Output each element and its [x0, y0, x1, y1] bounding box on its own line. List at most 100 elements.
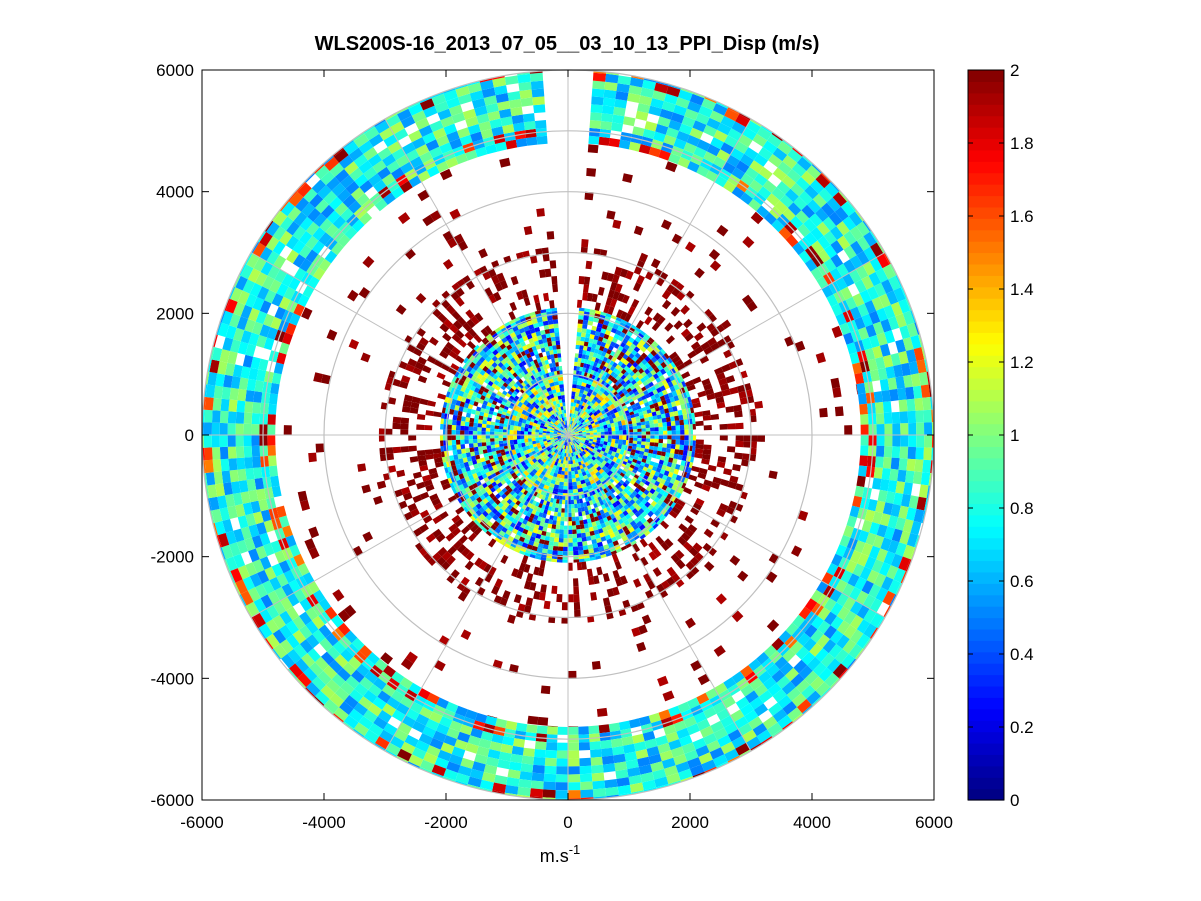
velocity-cell [451, 514, 461, 524]
velocity-cell [593, 453, 598, 459]
velocity-cell [497, 523, 504, 531]
velocity-cell [531, 364, 537, 370]
velocity-cell [604, 343, 610, 349]
velocity-cell [581, 536, 587, 542]
velocity-cell [575, 435, 579, 437]
velocity-cell [506, 359, 513, 366]
velocity-cell [363, 166, 378, 180]
velocity-cell [684, 108, 699, 121]
velocity-cell [657, 463, 663, 469]
velocity-cell [891, 446, 901, 459]
velocity-cell [649, 404, 655, 409]
velocity-cell [491, 733, 504, 744]
velocity-cell [545, 350, 551, 356]
velocity-cell [530, 418, 535, 423]
velocity-cell [396, 154, 410, 168]
velocity-cell [627, 405, 633, 411]
velocity-cell [488, 498, 495, 505]
velocity-cell [574, 430, 579, 433]
velocity-cell [518, 383, 524, 389]
velocity-cell [488, 352, 496, 359]
velocity-cell [582, 486, 588, 492]
velocity-cell [334, 654, 349, 668]
velocity-cell [608, 722, 621, 732]
velocity-cell [616, 448, 621, 454]
velocity-cell [636, 641, 647, 652]
velocity-cell [659, 468, 666, 475]
velocity-cell [539, 521, 545, 527]
velocity-cell [669, 396, 675, 403]
velocity-cell [587, 320, 594, 326]
velocity-cell [575, 516, 580, 522]
velocity-cell [378, 435, 385, 442]
velocity-cell [498, 396, 505, 401]
velocity-cell [597, 541, 603, 548]
velocity-cell [509, 374, 516, 380]
velocity-cell [577, 487, 584, 493]
velocity-cell [554, 332, 560, 337]
velocity-cell [457, 127, 471, 139]
velocity-cell [599, 364, 605, 370]
velocity-cell [612, 502, 618, 508]
velocity-cell [596, 426, 601, 430]
velocity-cell [642, 380, 649, 387]
velocity-cell [559, 525, 564, 530]
velocity-cell [535, 429, 540, 433]
velocity-cell [638, 411, 644, 416]
velocity-cell [858, 393, 868, 405]
velocity-cell [553, 431, 558, 434]
velocity-cell [554, 461, 558, 466]
velocity-cell [692, 445, 696, 452]
velocity-cell [629, 365, 636, 371]
velocity-cell [693, 711, 707, 724]
velocity-cell [411, 396, 421, 404]
velocity-cell [607, 380, 613, 386]
velocity-cell [631, 396, 638, 401]
velocity-cell [852, 362, 863, 375]
velocity-cell [508, 347, 515, 354]
velocity-cell [580, 528, 586, 534]
velocity-cell [525, 329, 532, 336]
velocity-cell [652, 373, 660, 380]
velocity-cell [638, 464, 645, 470]
velocity-cell [586, 363, 591, 369]
velocity-cell [256, 369, 267, 382]
velocity-cell [618, 720, 631, 731]
velocity-cell [569, 449, 572, 454]
velocity-cell [740, 665, 754, 678]
velocity-cell [500, 414, 506, 419]
velocity-cell [611, 526, 618, 533]
velocity-cell [494, 527, 502, 534]
velocity-cell [501, 411, 507, 416]
velocity-cell [610, 371, 616, 377]
velocity-cell [837, 235, 851, 250]
velocity-cell [640, 444, 646, 449]
velocity-cell [344, 604, 357, 618]
velocity-cell [465, 447, 471, 453]
velocity-cell [289, 313, 301, 326]
velocity-cell [590, 592, 598, 601]
velocity-cell [513, 122, 525, 132]
velocity-cell [563, 424, 566, 429]
velocity-cell [644, 393, 651, 399]
velocity-cell [460, 435, 465, 440]
velocity-cell [593, 248, 601, 255]
velocity-cell [560, 391, 565, 396]
velocity-cell [565, 460, 568, 465]
velocity-cell [415, 144, 430, 157]
velocity-cell [447, 445, 453, 451]
velocity-cell [536, 208, 545, 217]
velocity-cell [681, 116, 696, 128]
velocity-cell [584, 497, 589, 502]
velocity-cell [667, 482, 674, 489]
velocity-cell [690, 341, 701, 351]
velocity-cell [588, 725, 600, 735]
velocity-cell [679, 419, 685, 426]
velocity-cell [455, 439, 461, 445]
velocity-cell [527, 431, 532, 435]
velocity-cell [244, 457, 254, 469]
velocity-cell [308, 452, 317, 463]
velocity-cell [570, 429, 574, 433]
velocity-cell [640, 418, 645, 423]
velocity-cell [487, 110, 501, 121]
